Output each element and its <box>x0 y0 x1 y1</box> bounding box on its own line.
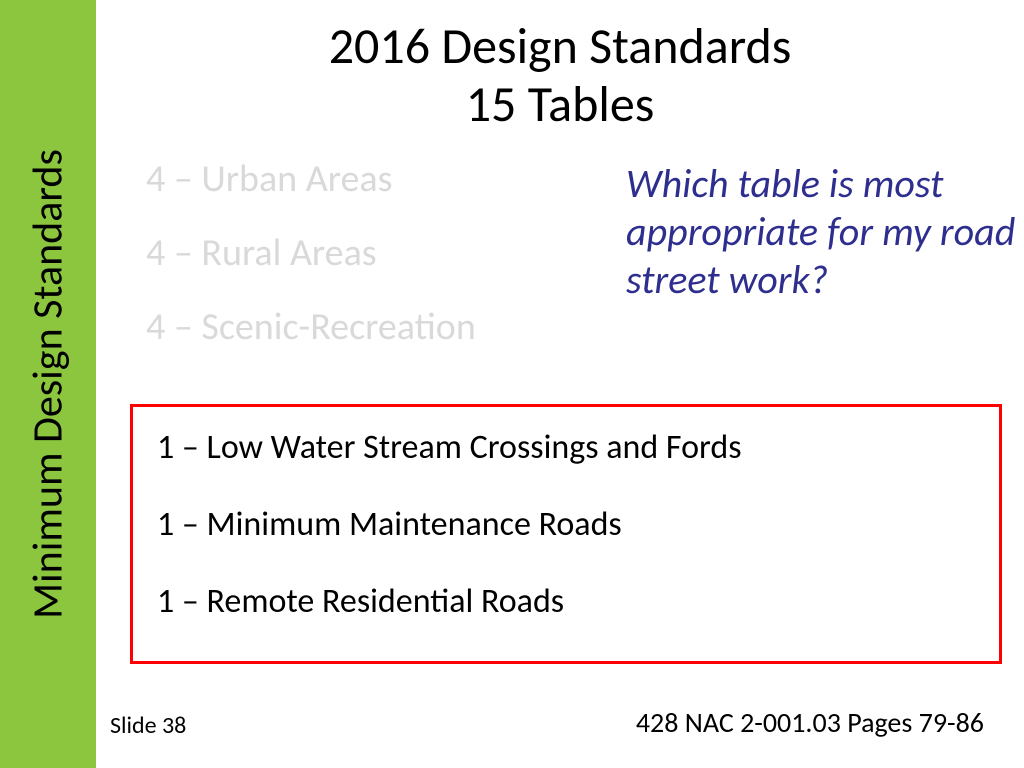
box-item: 1 – Remote Residential Roads <box>157 581 979 622</box>
sidebar-label: Minimum Design Standards <box>23 149 74 619</box>
box-item: 1 – Minimum Maintenance Roads <box>157 504 979 545</box>
sidebar-banner: Minimum Design Standards <box>0 0 96 768</box>
faded-item: 4 – Scenic-Recreation <box>146 308 1006 346</box>
slide-number: Slide 38 <box>110 711 186 740</box>
slide-title: 2016 Design Standards 15 Tables <box>96 18 1024 133</box>
highlight-box: 1 – Low Water Stream Crossings and Fords… <box>130 404 1002 664</box>
footer-reference: 428 NAC 2-001.03 Pages 79-86 <box>636 705 984 740</box>
title-line-2: 15 Tables <box>466 74 655 135</box>
box-item: 1 – Low Water Stream Crossings and Fords <box>157 427 979 468</box>
title-line-1: 2016 Design Standards <box>329 16 792 77</box>
callout-question: Which table is most appropriate for my r… <box>626 160 1024 304</box>
